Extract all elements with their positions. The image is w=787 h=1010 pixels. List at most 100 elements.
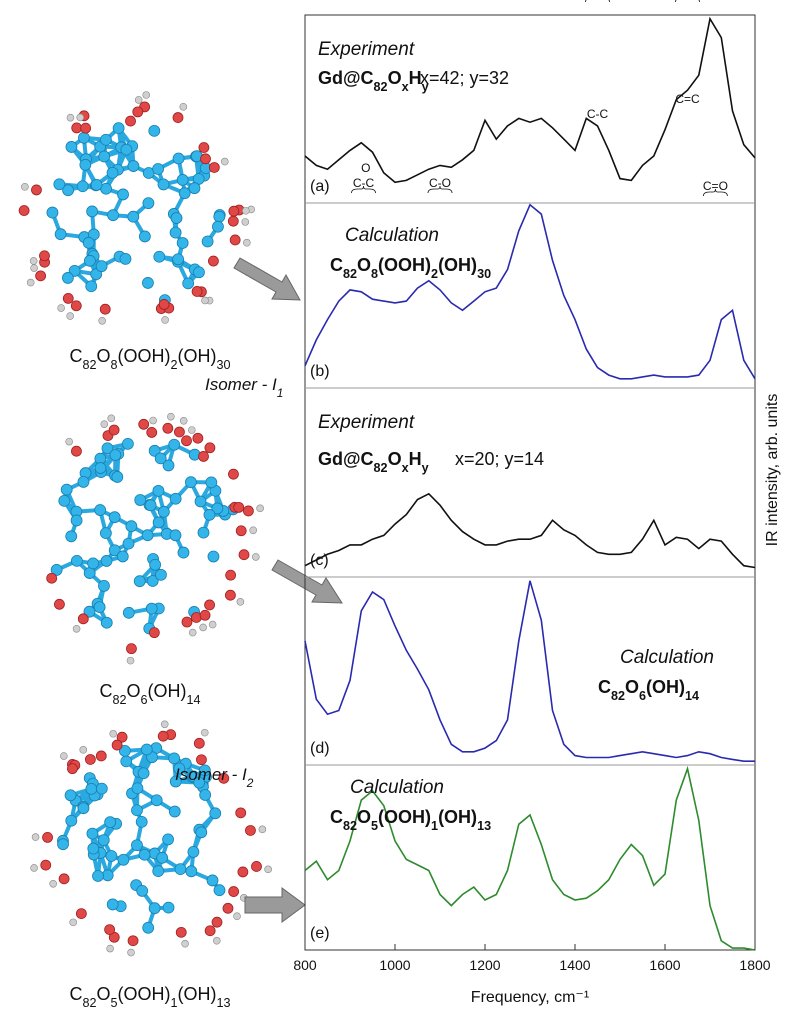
- carbon-atom: [155, 569, 166, 580]
- oxygen-atom: [139, 419, 149, 429]
- hydrogen-atom: [31, 864, 38, 871]
- carbon-atom: [54, 179, 65, 190]
- carbon-atom: [146, 603, 157, 614]
- peak-brace: [586, 0, 610, 2]
- carbon-atom: [55, 229, 66, 240]
- carbon-atom: [185, 477, 196, 488]
- hydrogen-atom: [201, 729, 208, 736]
- carbon-atom: [189, 183, 200, 194]
- oxygen-atom: [76, 909, 86, 919]
- hydrogen-atom: [30, 257, 37, 264]
- carbon-atom: [91, 179, 102, 190]
- oxygen-atom: [81, 123, 91, 133]
- carbon-atom: [71, 515, 82, 526]
- hydrogen-atom: [250, 527, 257, 534]
- peak-annotation: C=C: [675, 92, 700, 106]
- carbon-atom: [108, 210, 119, 221]
- hydrogen-atom: [201, 297, 208, 304]
- oxygen-atom: [201, 154, 211, 164]
- hydrogen-atom: [50, 880, 57, 887]
- carbon-atom: [110, 449, 121, 460]
- carbon-atom: [207, 875, 218, 886]
- carbon-atom: [177, 237, 188, 248]
- carbon-atom: [86, 783, 97, 794]
- oxygen-atom: [149, 628, 159, 638]
- panel-label: (b): [310, 363, 330, 380]
- x-axis-label: Frequency, cm⁻¹: [471, 989, 589, 1006]
- hydrogen-atom: [180, 103, 187, 110]
- carbon-atom: [109, 512, 120, 523]
- carbon-atom: [121, 756, 132, 767]
- panel-note: x=42; y=32: [420, 68, 509, 88]
- hydrogen-atom: [31, 265, 38, 272]
- carbon-atom: [154, 251, 165, 262]
- oxygen-atom: [196, 755, 206, 765]
- hydrogen-atom: [21, 183, 28, 190]
- carbon-atom: [106, 851, 117, 862]
- carbon-atom: [77, 181, 88, 192]
- panel-label: (e): [310, 925, 330, 942]
- carbon-atom: [88, 843, 99, 854]
- spectrum-line: [305, 494, 755, 568]
- isomer-label: Isomer - I2: [175, 765, 254, 790]
- carbon-atom: [193, 267, 204, 278]
- carbon-atom: [196, 827, 207, 838]
- carbon-atom: [195, 496, 206, 507]
- oxygen-atom: [36, 271, 46, 281]
- carbon-atom: [78, 476, 89, 487]
- carbon-atom: [86, 281, 97, 292]
- oxygen-atom: [198, 451, 208, 461]
- oxygen-atom: [159, 299, 169, 309]
- arrow: [234, 258, 300, 300]
- oxygen-atom: [63, 293, 73, 303]
- oxygen-atom: [163, 423, 173, 433]
- hydrogen-atom: [209, 621, 216, 628]
- oxygen-atom: [205, 443, 215, 453]
- carbon-atom: [157, 852, 168, 863]
- hydrogen-atom: [99, 317, 106, 324]
- carbon-atom: [126, 521, 137, 532]
- x-tick-label: 1000: [379, 957, 410, 973]
- carbon-atom: [153, 163, 164, 174]
- hydrogen-atom: [189, 629, 196, 636]
- hydrogen-atom: [107, 945, 114, 952]
- oxygen-atom: [72, 123, 82, 133]
- carbon-atom: [208, 551, 219, 562]
- molecule-formula: C82O8(OOH)2(OH)30: [69, 346, 230, 372]
- x-tick-label: 1200: [469, 957, 500, 973]
- carbon-atom: [100, 134, 111, 145]
- isomer-label: Isomer - I1: [205, 375, 283, 400]
- hydrogen-atom: [143, 91, 150, 98]
- hydrogen-atom: [77, 114, 84, 121]
- hydrogen-atom: [60, 753, 67, 760]
- carbon-atom: [202, 236, 213, 247]
- carbon-atom: [143, 922, 154, 933]
- arrows: [234, 258, 342, 922]
- oxygen-atom: [147, 427, 157, 437]
- carbon-atom: [153, 866, 164, 877]
- panel-formula: C82O6(OH)14: [598, 677, 699, 703]
- carbon-atom: [117, 551, 128, 562]
- carbon-atom: [136, 816, 147, 827]
- carbon-atom: [132, 783, 143, 794]
- carbon-atom: [128, 211, 139, 222]
- carbon-atom: [131, 840, 142, 851]
- carbon-atom: [47, 207, 58, 218]
- carbon-atom: [149, 903, 160, 914]
- panel-label: (c): [310, 552, 329, 569]
- oxygen-atom: [243, 506, 253, 516]
- oxygen-atom: [236, 808, 246, 818]
- oxygen-atom: [126, 116, 136, 126]
- oxygen-atom: [212, 917, 222, 927]
- oxygen-atom: [105, 925, 115, 935]
- carbon-atom: [113, 123, 124, 134]
- hydrogen-atom: [180, 417, 187, 424]
- hydrogen-atom: [259, 826, 266, 833]
- carbon-atom: [101, 555, 112, 566]
- carbon-atom: [188, 846, 199, 857]
- oxygen-atom: [31, 185, 41, 195]
- carbon-atom: [122, 438, 133, 449]
- hydrogen-atom: [127, 657, 134, 664]
- oxygen-atom: [128, 936, 138, 946]
- panel-title: Experiment: [318, 412, 415, 433]
